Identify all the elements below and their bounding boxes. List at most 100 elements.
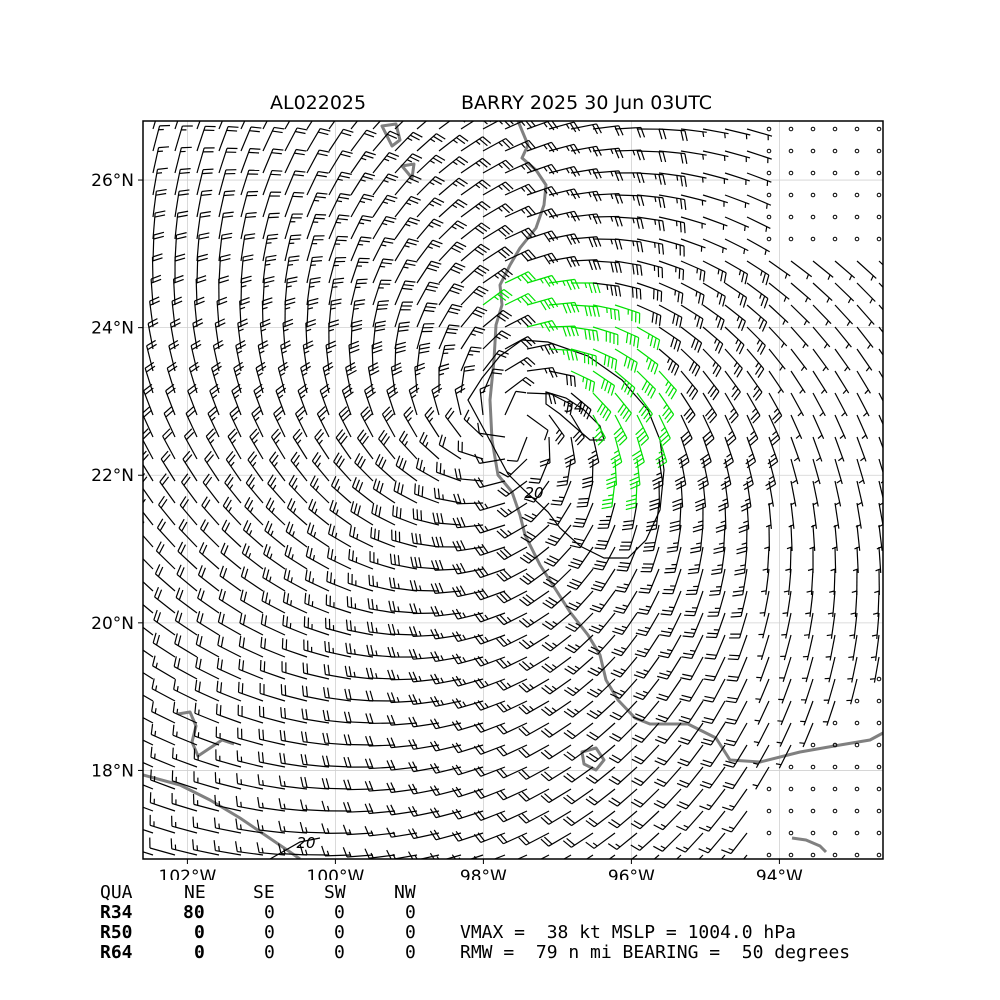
barb-feather: [192, 839, 195, 850]
barb-staff: [284, 235, 292, 262]
barb-feather: [578, 497, 589, 500]
barb-staff: [790, 370, 806, 394]
barb-half-feather: [276, 416, 282, 422]
barb-staff: [237, 737, 264, 746]
barb-staff: [438, 134, 460, 152]
wind-barb: [504, 357, 536, 372]
table-row-label: R64: [100, 942, 133, 963]
barb-feather: [540, 751, 550, 760]
barb-half-feather: [240, 801, 242, 808]
barb-staff: [527, 568, 550, 585]
barb-feather: [300, 361, 310, 369]
barb-staff: [326, 580, 352, 592]
barb-feather: [473, 568, 481, 578]
barb-feather: [258, 344, 269, 350]
barb-staff: [282, 323, 286, 350]
barb-half-feather: [392, 853, 396, 859]
calm-marker: [832, 764, 838, 770]
wind-barb: [568, 546, 594, 569]
barb-feather: [569, 167, 577, 177]
barb-feather: [366, 129, 377, 135]
barb-feather: [432, 387, 443, 395]
wind-barb: [149, 792, 176, 812]
barb-staff: [158, 504, 176, 526]
barb-feather: [636, 264, 639, 276]
wind-barb: [193, 771, 220, 790]
wind-barb: [222, 496, 242, 526]
barb-feather: [429, 786, 437, 796]
barb-feather: [190, 365, 200, 373]
barb-feather: [618, 565, 629, 568]
barb-feather: [698, 826, 709, 832]
barb-feather: [368, 574, 371, 586]
barb-half-feather: [269, 576, 272, 582]
wind-barb: [429, 829, 462, 841]
barb-feather: [403, 284, 414, 287]
wind-barb: [834, 304, 854, 326]
barb-feather: [256, 819, 260, 831]
barb-half-feather: [610, 216, 614, 222]
barb-feather: [520, 252, 529, 262]
barb-feather: [556, 484, 568, 487]
barb-feather: [149, 300, 160, 306]
barb-staff: [878, 546, 882, 573]
wind-barb: [856, 436, 867, 462]
barb-feather: [614, 125, 620, 137]
barb-feather: [697, 476, 707, 483]
wind-barb: [496, 502, 528, 518]
barb-half-feather: [452, 161, 458, 166]
wind-barb: [675, 854, 682, 859]
wind-barb: [438, 363, 450, 394]
wind-barb: [174, 253, 186, 284]
barb-feather: [611, 797, 621, 804]
barb-feather: [499, 614, 508, 624]
wind-barb: [409, 580, 440, 592]
barb-feather: [591, 625, 602, 631]
barb-feather: [542, 581, 553, 588]
barb-feather: [613, 610, 624, 614]
barb-feather: [181, 521, 188, 532]
barb-staff: [482, 368, 494, 394]
barb-staff: [595, 722, 616, 741]
wind-barb: [565, 612, 594, 633]
barb-half-feather: [741, 542, 747, 545]
barb-feather: [267, 233, 279, 237]
barb-staff: [746, 194, 772, 206]
barb-feather: [722, 806, 733, 811]
barb-feather: [241, 660, 245, 671]
wind-barb: [149, 814, 176, 834]
barb-feather: [646, 520, 658, 524]
wind-barb: [360, 406, 374, 438]
barb-staff: [460, 243, 482, 262]
barb-feather: [347, 711, 352, 723]
barb-staff: [239, 645, 264, 658]
wind-barb: [702, 172, 729, 184]
barb-staff: [602, 546, 616, 571]
wind-barb: [381, 406, 396, 438]
wind-barb: [350, 236, 372, 262]
barb-half-feather: [588, 214, 592, 220]
barb-feather: [567, 686, 577, 694]
barb-feather: [623, 356, 628, 367]
barb-feather: [343, 387, 353, 395]
barb-feather: [293, 191, 305, 194]
barb-feather: [330, 476, 337, 487]
wind-barb: [636, 392, 653, 423]
barb-staff: [155, 573, 176, 592]
wind-barb: [150, 746, 176, 768]
barb-staff: [200, 528, 220, 548]
wind-barb: [856, 392, 870, 417]
barb-feather: [680, 430, 690, 439]
barb-feather: [521, 791, 531, 800]
barb-half-feather: [571, 864, 575, 867]
barb-feather: [143, 544, 144, 545]
barb-feather: [573, 376, 576, 387]
barb-feather: [148, 322, 159, 328]
barb-feather: [343, 802, 348, 813]
barb-staff: [663, 744, 682, 766]
barb-feather: [596, 543, 607, 546]
barb-half-feather: [858, 479, 864, 484]
barb-feather: [645, 528, 657, 532]
wind-barb: [676, 810, 704, 832]
barb-staff: [856, 260, 877, 279]
